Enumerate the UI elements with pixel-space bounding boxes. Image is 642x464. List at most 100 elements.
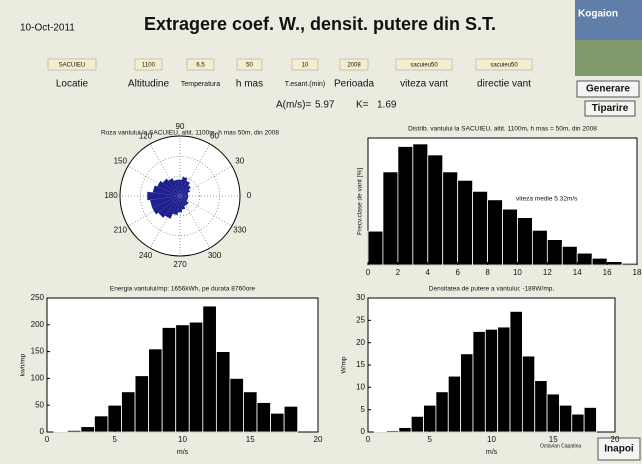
field-box[interactable] <box>134 58 163 71</box>
x-tick-label: 10 <box>487 435 496 444</box>
button[interactable] <box>576 80 640 98</box>
rose-wedge <box>180 196 189 200</box>
bar <box>457 179 474 266</box>
button-label[interactable]: Inapoi <box>604 444 634 455</box>
result-label: K= <box>356 100 369 111</box>
rose-wedge <box>180 192 189 196</box>
field-box[interactable] <box>395 58 453 71</box>
date: 10-Oct-2011 <box>20 23 75 34</box>
annotation: viteza medie 5.32m/s <box>516 196 578 203</box>
button-label[interactable]: Generare <box>586 84 630 95</box>
rose-wedge <box>158 196 180 218</box>
bar <box>107 404 122 433</box>
bar <box>591 257 608 266</box>
field-value: sacuieu50 <box>410 63 438 69</box>
field-box[interactable] <box>186 58 215 71</box>
bar <box>386 430 400 433</box>
bar <box>161 327 177 433</box>
button[interactable] <box>597 437 641 461</box>
field-label: T.esant.(min) <box>285 81 325 88</box>
y-tick-label: 250 <box>31 293 45 302</box>
logo-ground <box>575 40 642 76</box>
y-tick-label: 30 <box>356 293 365 302</box>
bar <box>229 377 244 433</box>
bar <box>397 146 414 266</box>
button[interactable] <box>584 100 636 117</box>
bar <box>484 328 499 433</box>
bar <box>367 230 384 266</box>
rose-wedge <box>180 185 191 196</box>
bar <box>94 415 109 433</box>
y-label: W/mp <box>341 356 348 373</box>
rose-wedge <box>152 185 180 196</box>
field-box[interactable] <box>47 58 97 71</box>
field-box[interactable] <box>236 58 263 71</box>
bar <box>442 171 459 266</box>
x-tick-label: 0 <box>45 435 50 444</box>
button-label[interactable]: Tiparire <box>592 103 629 114</box>
bar <box>134 375 150 433</box>
signature: Octavian Capatina <box>540 443 581 449</box>
bar <box>502 208 518 266</box>
x-tick-label: 16 <box>603 268 612 277</box>
bar <box>410 415 424 433</box>
result-label: A(m/s)= <box>276 100 311 111</box>
title: Extragere coef. W., densit. putere din S… <box>144 14 496 34</box>
field-label: viteza vant <box>400 79 448 90</box>
angle-label: 120 <box>139 131 153 140</box>
y-tick-label: 25 <box>356 315 365 324</box>
x-label: m/s <box>177 449 189 456</box>
bar <box>412 143 429 266</box>
x-tick-label: 10 <box>178 435 187 444</box>
bar <box>148 348 163 433</box>
bar <box>53 431 68 433</box>
bar <box>546 393 560 433</box>
field-label: Altitudine <box>128 79 170 90</box>
field-label: Temperatura <box>181 81 220 88</box>
field-value: 1100 <box>142 63 156 69</box>
y-tick-label: 200 <box>31 320 45 329</box>
y-tick-label: 10 <box>356 382 365 391</box>
angle-label: 240 <box>139 251 153 260</box>
chart-title: Distrib. vantului la SACUIEU, altit. 110… <box>408 126 597 133</box>
x-tick-label: 10 <box>513 268 522 277</box>
bar <box>270 412 285 433</box>
result-value: 5.97 <box>315 100 335 111</box>
rose-wedge <box>162 178 180 196</box>
x-tick-label: 5 <box>113 435 118 444</box>
field-label: Locatie <box>56 79 89 90</box>
angle-label: 270 <box>173 260 187 269</box>
rose-wedge <box>147 191 180 201</box>
angle-label: 30 <box>235 157 244 166</box>
x-tick-label: 8 <box>485 268 490 277</box>
chart-title: Energia vantului/mp: 1656kWh, pe durata … <box>110 286 256 293</box>
bar <box>583 407 597 433</box>
x-tick-label: 5 <box>428 435 433 444</box>
bar <box>215 351 231 433</box>
x-tick-label: 12 <box>543 268 552 277</box>
bar <box>472 331 486 433</box>
field-label: Perioada <box>334 79 374 90</box>
rose-wedge <box>180 189 191 196</box>
y-tick-label: 20 <box>356 338 365 347</box>
y-tick-label: 50 <box>35 400 44 409</box>
bar <box>472 190 488 266</box>
bar <box>509 310 523 433</box>
field-box[interactable] <box>291 58 319 71</box>
field-box[interactable] <box>475 58 533 71</box>
bar <box>546 239 563 266</box>
angle-label: 0 <box>247 191 252 200</box>
bar <box>521 355 536 433</box>
bar <box>447 375 462 433</box>
field-value: sacuieu50 <box>490 63 518 69</box>
polar-ring <box>159 175 201 217</box>
spoke <box>179 195 233 227</box>
bar <box>576 252 593 266</box>
x-tick-label: 0 <box>366 435 371 444</box>
x-tick-label: 15 <box>246 435 255 444</box>
x-tick-label: 0 <box>366 268 371 277</box>
x-tick-label: 6 <box>455 268 460 277</box>
bar <box>283 405 299 433</box>
field-box[interactable] <box>339 58 369 71</box>
